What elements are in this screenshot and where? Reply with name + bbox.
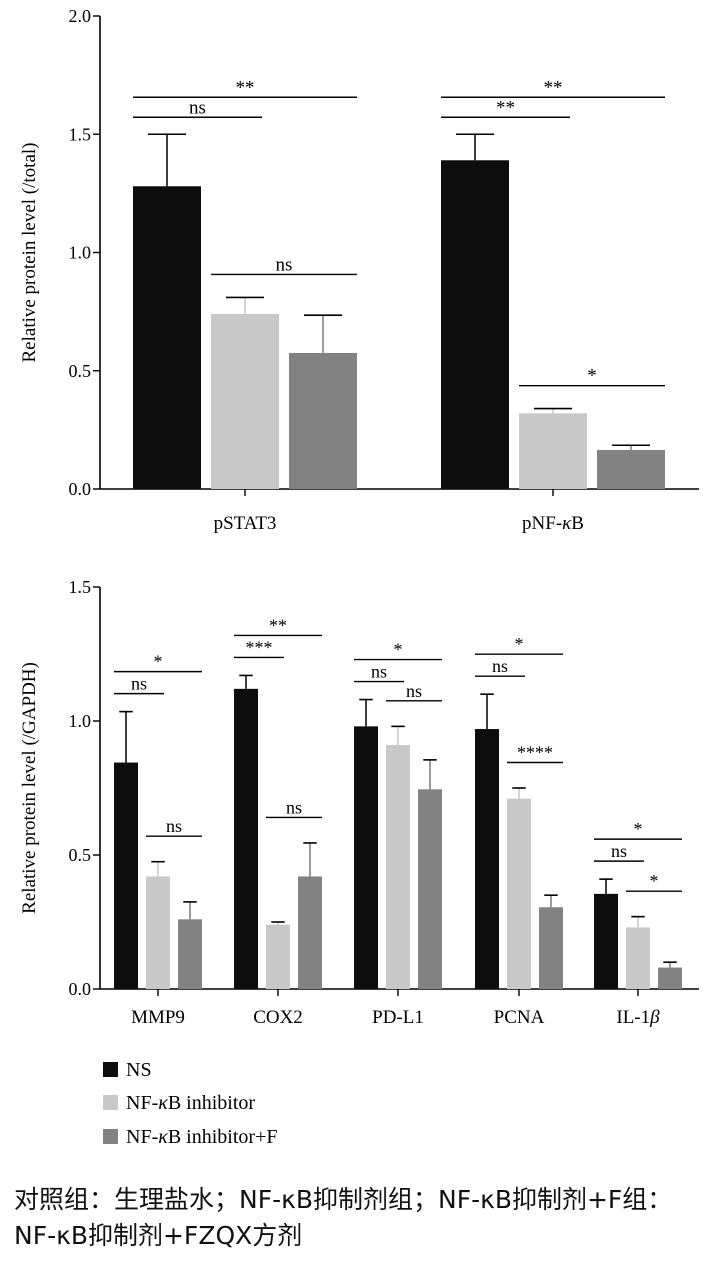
bar-il-1-ns (594, 893, 618, 989)
y-tick-label: 1.5 (69, 577, 92, 597)
bar-il-1-nf-b-inhibitor-f (658, 967, 682, 989)
y-tick-label: 0.0 (69, 479, 92, 499)
significance-label-pnf-b: * (587, 366, 597, 387)
x-tick-label-cox2: COX2 (253, 1007, 303, 1028)
significance-label-pcna: ns (492, 656, 508, 676)
figure-canvas: 0.0 0.5 1.0 1.5 2.0 Relative protein level (/… (19, 6, 699, 1148)
bar-pstat3-ns (133, 186, 201, 489)
x-tick-label-pcna: PCNA (494, 1007, 545, 1028)
significance-label-il-1: * (650, 871, 659, 891)
legend: NS NF-κB inhibitor NF-κB inhibitor+F (103, 1059, 277, 1148)
x-tick-label-pd-l1: PD-L1 (372, 1007, 424, 1028)
bar-pd-l1-nf-b-inhibitor (386, 745, 410, 989)
x-tick-label-pnf-b: pNF-κB (522, 513, 584, 534)
bar-pnf-b-ns (441, 160, 509, 489)
legend-swatch-nf-b-inhibitor (103, 1095, 118, 1110)
y-axis-label: Relative protein level (/GAPDH) (19, 662, 40, 914)
bar-mmp9-nf-b-inhibitor-f (178, 919, 202, 989)
significance-label-cox2: ns (286, 797, 302, 817)
bar-cox2-nf-b-inhibitor (266, 924, 290, 989)
significance-label-cox2: *** (246, 637, 273, 657)
bar-cox2-ns (234, 688, 258, 989)
legend-swatch-ns (103, 1062, 118, 1077)
significance-label-pstat3: ns (189, 97, 206, 118)
legend-label-nf-b-inhibitor: NF-κB inhibitor (126, 1092, 255, 1114)
y-tick-label: 1.5 (69, 124, 92, 144)
bar-mmp9-ns (114, 762, 138, 989)
bar-pd-l1-nf-b-inhibitor-f (418, 789, 442, 989)
significance-label-il-1: ns (611, 841, 627, 861)
significance-label-pnf-b: ** (544, 77, 563, 98)
chart-top-protein-total: 0.0 0.5 1.0 1.5 2.0 Relative protein level (/… (19, 6, 699, 534)
chart-bottom-protein-gapdh: 0.0 0.5 1.0 1.5 Relative protein level (/GAP… (19, 577, 699, 1028)
y-axis-label: Relative protein level (/total) (19, 142, 40, 362)
bar-pcna-ns (475, 729, 499, 989)
bar-pnf-b-nf-b-inhibitor (519, 413, 587, 489)
bar-pd-l1-ns (354, 726, 378, 989)
significance-label-pd-l1: * (394, 640, 403, 660)
y-tick-label: 2.0 (69, 6, 92, 26)
significance-label-pstat3: ns (276, 254, 293, 275)
significance-label-il-1: * (634, 819, 643, 839)
significance-label-mmp9: ns (166, 816, 182, 836)
significance-label-pd-l1: ns (406, 681, 422, 701)
y-tick-label: 1.0 (69, 243, 92, 263)
bar-pcna-nf-b-inhibitor-f (539, 907, 563, 989)
bar-pnf-b-nf-b-inhibitor-f (597, 449, 665, 489)
significance-label-pd-l1: ns (371, 662, 387, 682)
bar-cox2-nf-b-inhibitor-f (298, 876, 322, 989)
legend-label-ns: NS (126, 1059, 152, 1081)
y-tick-label: 1.0 (69, 711, 92, 731)
significance-label-mmp9: ns (131, 674, 147, 694)
significance-label-mmp9: * (154, 652, 163, 672)
significance-label-pcna: **** (517, 743, 553, 763)
legend-swatch-nf-b-inhibitor-f (103, 1129, 118, 1144)
y-tick-label: 0.5 (69, 845, 92, 865)
x-tick-label-pstat3: pSTAT3 (214, 513, 277, 534)
legend-label-nf-b-inhibitor-f: NF-κB inhibitor+F (126, 1126, 277, 1148)
significance-label-pnf-b: ** (496, 97, 515, 118)
bar-mmp9-nf-b-inhibitor (146, 876, 170, 989)
bar-pstat3-nf-b-inhibitor (211, 313, 279, 489)
x-tick-label-mmp9: MMP9 (131, 1007, 185, 1028)
significance-label-cox2: ** (269, 615, 287, 635)
bar-il-1-nf-b-inhibitor (626, 927, 650, 989)
significance-label-pstat3: ** (236, 77, 255, 98)
y-tick-label: 0.0 (69, 979, 92, 999)
y-tick-label: 0.5 (69, 361, 92, 381)
bar-pcna-nf-b-inhibitor (507, 798, 531, 989)
figure-caption: 对照组：生理盐水；NF-κB抑制剂组；NF-κB抑制剂+F组：NF-κB抑制剂+… (14, 1185, 673, 1250)
bar-pstat3-nf-b-inhibitor-f (289, 353, 357, 489)
x-tick-label-il-1: IL-1β (616, 1007, 660, 1028)
significance-label-pcna: * (515, 634, 524, 654)
